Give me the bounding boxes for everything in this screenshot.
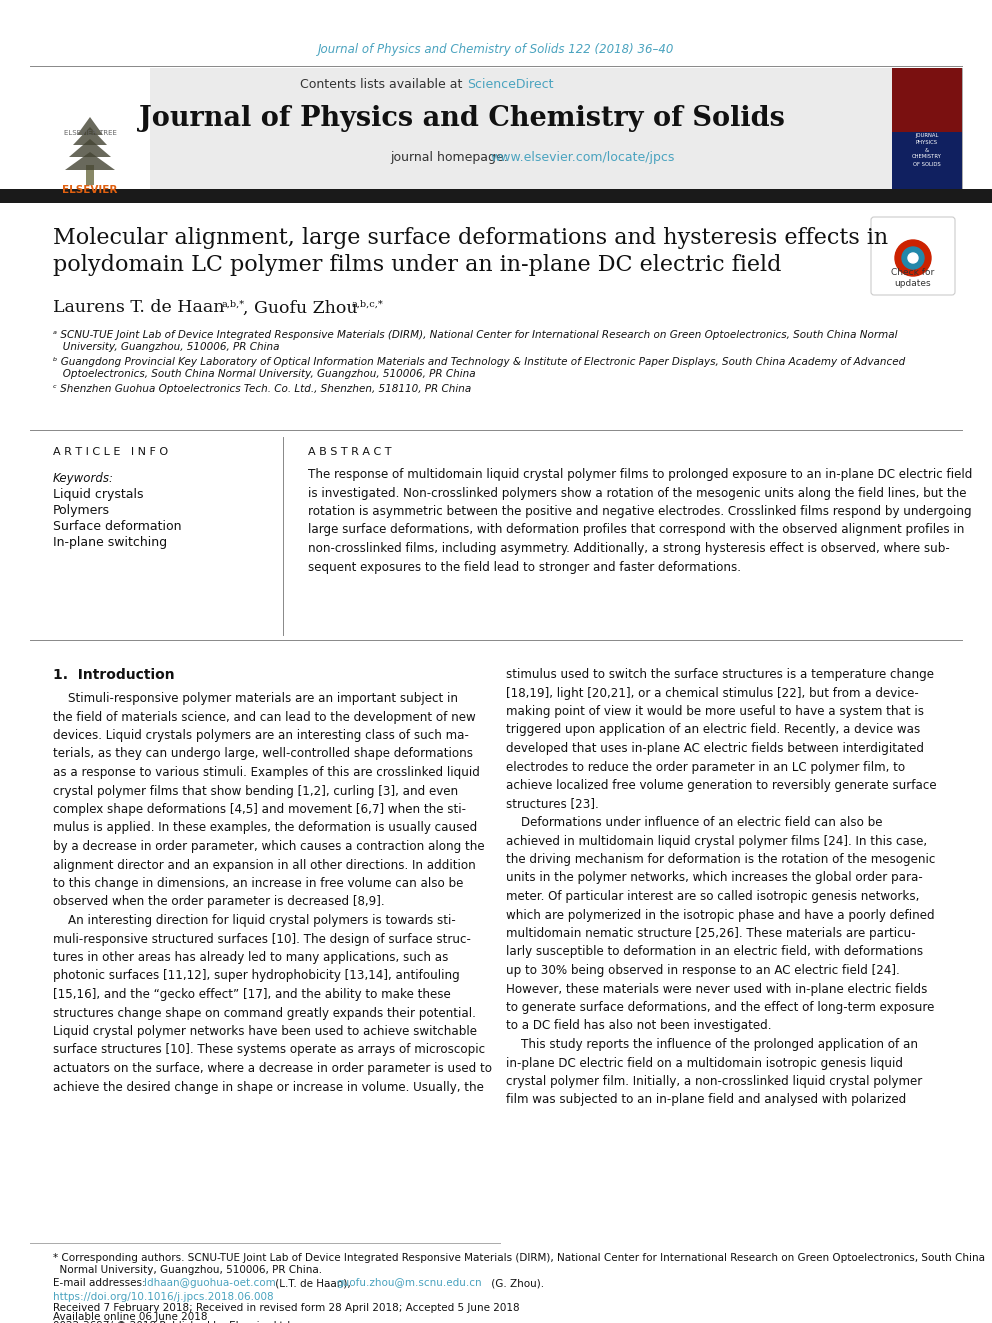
Text: (L.T. de Haan),: (L.T. de Haan),: [272, 1278, 354, 1289]
Text: a,b,c,*: a,b,c,*: [352, 299, 384, 308]
Text: A R T I C L E   I N F O: A R T I C L E I N F O: [53, 447, 168, 456]
Text: Liquid crystals: Liquid crystals: [53, 488, 144, 501]
Bar: [892, 67, 962, 132]
Text: ldhaan@guohua-oet.com: ldhaan@guohua-oet.com: [144, 1278, 276, 1289]
Text: Stimuli-responsive polymer materials are an important subject in
the field of ma: Stimuli-responsive polymer materials are…: [53, 692, 492, 1094]
Polygon shape: [73, 127, 107, 146]
Text: ELSEVIER TREE: ELSEVIER TREE: [63, 130, 116, 136]
FancyBboxPatch shape: [871, 217, 955, 295]
Text: JOURNAL
PHYSICS
&
CHEMISTRY
OF SOLIDS: JOURNAL PHYSICS & CHEMISTRY OF SOLIDS: [912, 134, 942, 167]
Text: Available online 06 June 2018: Available online 06 June 2018: [53, 1312, 207, 1322]
Text: Keywords:: Keywords:: [53, 472, 114, 486]
Bar: [30, 67, 892, 196]
Text: Check for
updates: Check for updates: [892, 267, 934, 288]
Text: 0022-3697/ © 2018 Published by Elsevier Ltd.: 0022-3697/ © 2018 Published by Elsevier …: [53, 1320, 294, 1323]
Text: Journal of Physics and Chemistry of Solids: Journal of Physics and Chemistry of Soli…: [139, 105, 785, 131]
Circle shape: [902, 247, 924, 269]
Text: ᶜ Shenzhen Guohua Optoelectronics Tech. Co. Ltd., Shenzhen, 518110, PR China: ᶜ Shenzhen Guohua Optoelectronics Tech. …: [53, 384, 471, 394]
Text: guofu.zhou@m.scnu.edu.cn: guofu.zhou@m.scnu.edu.cn: [336, 1278, 482, 1289]
Text: polydomain LC polymer films under an in-plane DC electric field: polydomain LC polymer films under an in-…: [53, 254, 782, 277]
Bar: [892, 67, 962, 196]
Text: 1.  Introduction: 1. Introduction: [53, 668, 175, 681]
Text: ScienceDirect: ScienceDirect: [467, 78, 554, 90]
Bar: [892, 132, 962, 196]
Text: In-plane switching: In-plane switching: [53, 536, 167, 549]
Text: (G. Zhou).: (G. Zhou).: [488, 1278, 545, 1289]
Text: Molecular alignment, large surface deformations and hysteresis effects in: Molecular alignment, large surface defor…: [53, 228, 888, 249]
Text: * Corresponding authors. SCNU-TUE Joint Lab of Device Integrated Responsive Mate: * Corresponding authors. SCNU-TUE Joint …: [53, 1253, 985, 1263]
Polygon shape: [65, 152, 115, 169]
Text: University, Guangzhou, 510006, PR China: University, Guangzhou, 510006, PR China: [53, 343, 280, 352]
Bar: [86, 165, 94, 185]
Text: Journal of Physics and Chemistry of Solids 122 (2018) 36–40: Journal of Physics and Chemistry of Soli…: [317, 44, 675, 57]
Text: journal homepage:: journal homepage:: [390, 152, 512, 164]
Text: ᵇ Guangdong Provincial Key Laboratory of Optical Information Materials and Techn: ᵇ Guangdong Provincial Key Laboratory of…: [53, 357, 906, 366]
Text: ELSEVIER: ELSEVIER: [62, 185, 118, 194]
Text: The response of multidomain liquid crystal polymer films to prolonged exposure t: The response of multidomain liquid cryst…: [308, 468, 972, 573]
Text: Normal University, Guangzhou, 510006, PR China.: Normal University, Guangzhou, 510006, PR…: [53, 1265, 322, 1275]
Circle shape: [908, 253, 918, 263]
Text: Received 7 February 2018; Received in revised form 28 April 2018; Accepted 5 Jun: Received 7 February 2018; Received in re…: [53, 1303, 520, 1312]
Text: Surface deformation: Surface deformation: [53, 520, 182, 533]
Circle shape: [895, 239, 931, 277]
Polygon shape: [69, 139, 111, 157]
Bar: [0, 189, 992, 202]
Text: Polymers: Polymers: [53, 504, 110, 517]
Text: https://doi.org/10.1016/j.jpcs.2018.06.008: https://doi.org/10.1016/j.jpcs.2018.06.0…: [53, 1293, 274, 1302]
Text: www.elsevier.com/locate/jpcs: www.elsevier.com/locate/jpcs: [490, 152, 675, 164]
Text: Optoelectronics, South China Normal University, Guangzhou, 510006, PR China: Optoelectronics, South China Normal Univ…: [53, 369, 475, 378]
Bar: [30, 67, 150, 196]
Text: Laurens T. de Haan: Laurens T. de Haan: [53, 299, 224, 316]
Text: A B S T R A C T: A B S T R A C T: [308, 447, 392, 456]
Text: , Guofu Zhou: , Guofu Zhou: [243, 299, 357, 316]
Polygon shape: [77, 116, 103, 135]
Text: ᵃ SCNU-TUE Joint Lab of Device Integrated Responsive Materials (DIRM), National : ᵃ SCNU-TUE Joint Lab of Device Integrate…: [53, 329, 898, 340]
Text: Contents lists available at: Contents lists available at: [300, 78, 466, 90]
Text: a,b,*: a,b,*: [222, 299, 245, 308]
Text: stimulus used to switch the surface structures is a temperature change
[18,19], : stimulus used to switch the surface stru…: [506, 668, 936, 1106]
Text: E-mail addresses:: E-mail addresses:: [53, 1278, 149, 1289]
